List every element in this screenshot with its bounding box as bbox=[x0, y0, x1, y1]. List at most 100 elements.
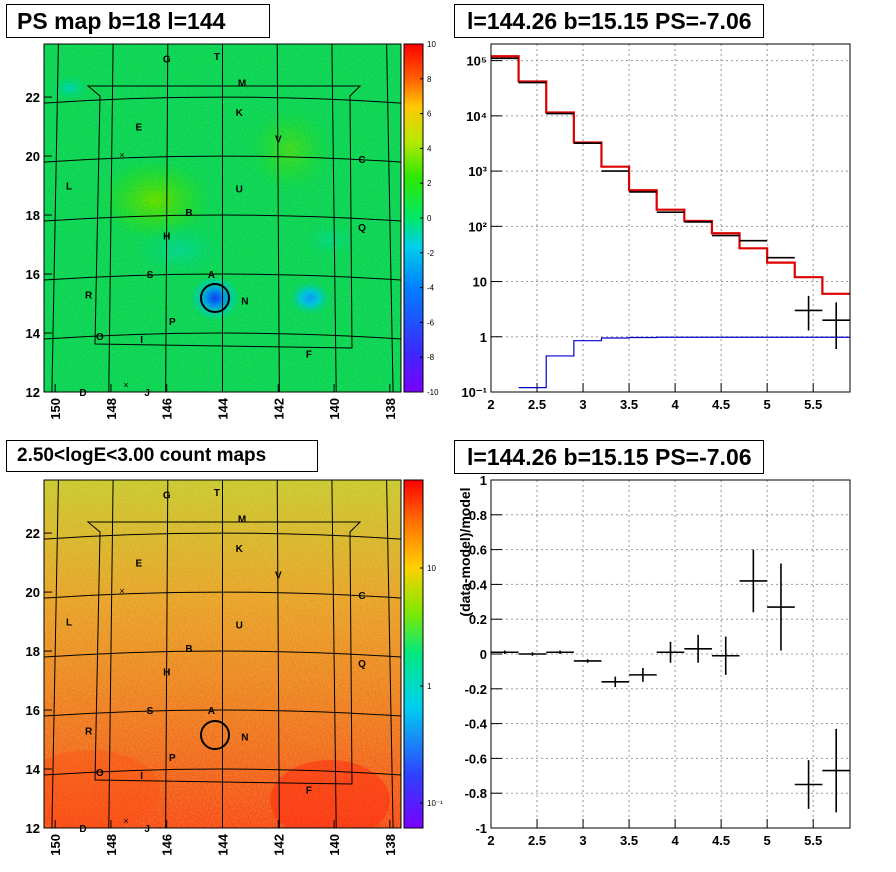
ratio-series bbox=[491, 549, 850, 813]
y-tick-label: 10⁵ bbox=[466, 54, 487, 69]
ps-map-source-labels: G T M K E V C L U B Q H S A R N P O I F D J × × bbox=[66, 52, 366, 399]
colorbar-tick-label: 0 bbox=[427, 214, 432, 223]
colorbar-tick-label: 10 bbox=[427, 564, 436, 573]
map-source-label: I bbox=[140, 771, 143, 782]
map-grid-meridian bbox=[331, 44, 337, 392]
colorbar-tick-label: 6 bbox=[427, 110, 432, 119]
x-tick-label: 146 bbox=[160, 398, 175, 420]
map-marker-cross: × bbox=[119, 586, 124, 596]
ratio-panel: 2 2.5 3 3.5 4 4.5 5 5.5 -1 -0.8 -0.6 -0.4 -0.2 0 0.2 0.… bbox=[457, 473, 851, 848]
ps-map-source-circle bbox=[200, 283, 230, 313]
ps-map-title: PS map b=18 l=144 bbox=[6, 4, 270, 38]
count-map-title: 2.50<logE<3.00 count maps bbox=[6, 440, 318, 472]
map-source-label: M bbox=[238, 78, 246, 89]
y-tick-label: 22 bbox=[26, 90, 40, 105]
ps-map-axes: 150 148 146 144 142 140 1381214161820221086420… bbox=[26, 40, 440, 420]
x-tick-label: 146 bbox=[160, 834, 175, 856]
ps-map-colorbar bbox=[404, 44, 423, 392]
spectrum-title: l=144.26 b=15.15 PS=-7.06 bbox=[454, 4, 764, 38]
spectrum-panel: 2 2.5 3 3.5 4 4.5 5 5.5 10⁻¹ 1 10 10² 10³ 10⁴ 10⁵ bbox=[461, 43, 851, 412]
x-tick-label: 144 bbox=[216, 833, 231, 855]
x-tick-label: 140 bbox=[327, 398, 342, 420]
colorbar-tick-label: 1 bbox=[427, 682, 432, 691]
x-tick-label: 138 bbox=[383, 834, 398, 856]
map-source-label: K bbox=[236, 108, 244, 119]
map-marker-cross: × bbox=[119, 150, 124, 160]
y-tick-label: -0.6 bbox=[465, 751, 487, 766]
map-source-label: F bbox=[306, 786, 312, 797]
map-grid-parallel bbox=[171, 391, 274, 392]
map-grid-parallel bbox=[44, 768, 401, 776]
map-source-label: K bbox=[236, 544, 244, 555]
y-tick-label: 20 bbox=[26, 585, 40, 600]
x-tick-label: 3 bbox=[579, 833, 586, 848]
map-source-label: A bbox=[208, 270, 215, 281]
colorbar-tick-label: -2 bbox=[427, 249, 435, 258]
map-source-label: O bbox=[96, 332, 104, 343]
map-source-label: J bbox=[144, 388, 150, 399]
x-tick-label: 4 bbox=[671, 833, 679, 848]
map-grid-meridian bbox=[331, 480, 337, 828]
y-tick-label: 22 bbox=[26, 526, 40, 541]
colorbar-tick-label: 10⁻¹ bbox=[427, 799, 443, 808]
y-tick-label: 10³ bbox=[468, 164, 487, 179]
x-tick-label: 2 bbox=[487, 833, 494, 848]
map-source-label: S bbox=[147, 270, 154, 281]
ratio-ylabel: (data-model)/model bbox=[457, 487, 473, 616]
y-tick-label: 20 bbox=[26, 149, 40, 164]
map-source-label: R bbox=[85, 727, 93, 738]
spectrum-frame bbox=[490, 43, 851, 393]
ratio-axes: 2 2.5 3 3.5 4 4.5 5 5.5 -1 -0.8 -0.6 -0.4 -0.2 0 0.2 0.… bbox=[465, 473, 823, 848]
y-tick-label: -0.2 bbox=[465, 682, 487, 697]
map-source-label: T bbox=[214, 52, 220, 63]
map-source-label: M bbox=[238, 514, 246, 525]
map-source-label: J bbox=[144, 824, 150, 835]
count-map-coordinate-grid bbox=[44, 480, 401, 828]
map-source-label: B bbox=[185, 208, 192, 219]
map-grid-parallel bbox=[44, 96, 401, 104]
x-tick-label: 2.5 bbox=[528, 833, 546, 848]
count-map-source-circle bbox=[200, 720, 230, 750]
map-grid-parallel bbox=[44, 332, 401, 340]
x-tick-label: 4 bbox=[671, 397, 679, 412]
y-tick-label: 18 bbox=[26, 208, 40, 223]
map-source-label: V bbox=[275, 134, 282, 145]
y-tick-label: 0.8 bbox=[469, 508, 487, 523]
y-tick-label: 16 bbox=[26, 267, 40, 282]
x-tick-label: 5.5 bbox=[804, 397, 822, 412]
map-source-label: L bbox=[66, 182, 72, 193]
map-source-label: E bbox=[135, 123, 142, 134]
y-tick-label: 0.2 bbox=[469, 612, 487, 627]
map-source-label: N bbox=[241, 733, 248, 744]
colorbar-tick-label: 8 bbox=[427, 75, 432, 84]
map-source-label: G bbox=[163, 55, 171, 66]
map-source-label: P bbox=[169, 317, 176, 328]
y-tick-label: 0.4 bbox=[469, 577, 488, 592]
x-tick-label: 150 bbox=[48, 834, 63, 856]
y-tick-label: 16 bbox=[26, 703, 40, 718]
count-map-colorbar-frame bbox=[403, 479, 424, 829]
x-tick-label: 4.5 bbox=[712, 833, 730, 848]
x-tick-label: 142 bbox=[271, 834, 286, 856]
map-source-label: O bbox=[96, 768, 104, 779]
map-grid-meridian bbox=[108, 480, 114, 828]
x-tick-label: 4.5 bbox=[712, 397, 730, 412]
map-source-label: T bbox=[214, 488, 220, 499]
colorbar-tick-label: 2 bbox=[427, 179, 432, 188]
colorbar-tick-label: 4 bbox=[427, 144, 432, 153]
map-grid-parallel bbox=[44, 709, 401, 717]
y-tick-label: 12 bbox=[26, 385, 40, 400]
y-tick-label: 10⁴ bbox=[466, 109, 487, 124]
x-tick-label: 5 bbox=[764, 397, 771, 412]
map-grid-parallel bbox=[171, 827, 274, 828]
y-tick-label: 10² bbox=[468, 219, 487, 234]
map-source-label: C bbox=[358, 155, 365, 166]
spectrum-axes: 2 2.5 3 3.5 4 4.5 5 5.5 10⁻¹ 1 10 10² 10³ 10⁴ 10⁵ bbox=[461, 54, 822, 412]
count-map-source-labels: G T M K E V C L U B Q H S A R N P O I F D J × × bbox=[66, 488, 366, 835]
map-grid-parallel bbox=[44, 650, 401, 658]
count-map-colorbar bbox=[404, 480, 423, 828]
map-source-label: N bbox=[241, 297, 248, 308]
map-source-label: H bbox=[163, 668, 170, 679]
x-tick-label: 3.5 bbox=[620, 833, 638, 848]
